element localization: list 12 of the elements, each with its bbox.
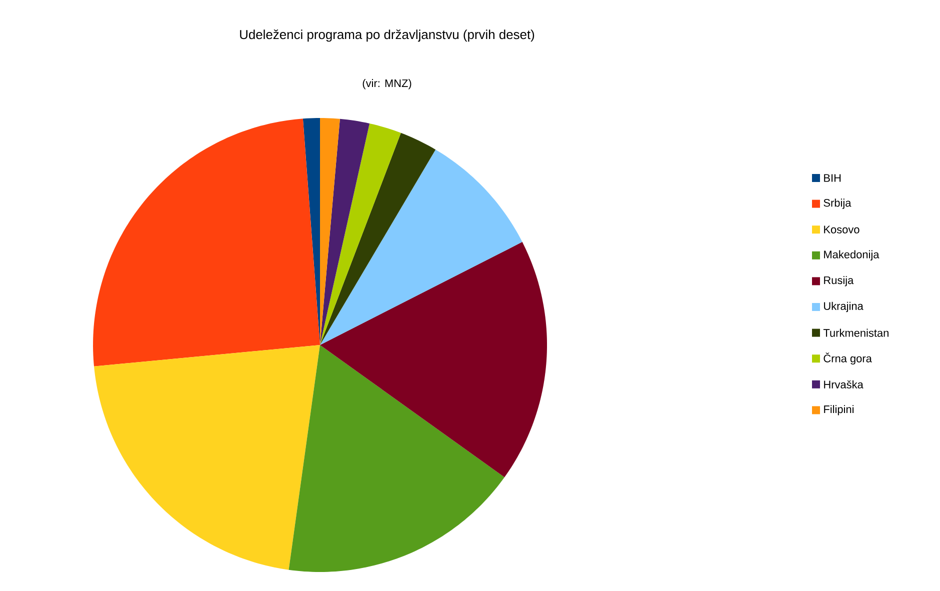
legend-label: Srbija <box>824 198 852 209</box>
legend-label: Ukrajina <box>824 302 864 312</box>
legend-label: Črna gora <box>824 352 872 365</box>
legend-label: Hrvaška <box>824 380 864 388</box>
legend-label: Filipini <box>824 405 854 416</box>
legend-label: Makedonija <box>824 250 880 260</box>
chart-title: Udeleženci programa po državljanstvu (prvih deset) <box>240 30 534 42</box>
chart-subtitle: (vir: MNZ) <box>362 79 412 90</box>
legend-label: Turkmenistan <box>823 328 888 337</box>
legend-label: Rusija <box>824 276 854 286</box>
legend-label: BIH <box>824 174 841 182</box>
legend-label: Kosovo <box>824 226 860 234</box>
